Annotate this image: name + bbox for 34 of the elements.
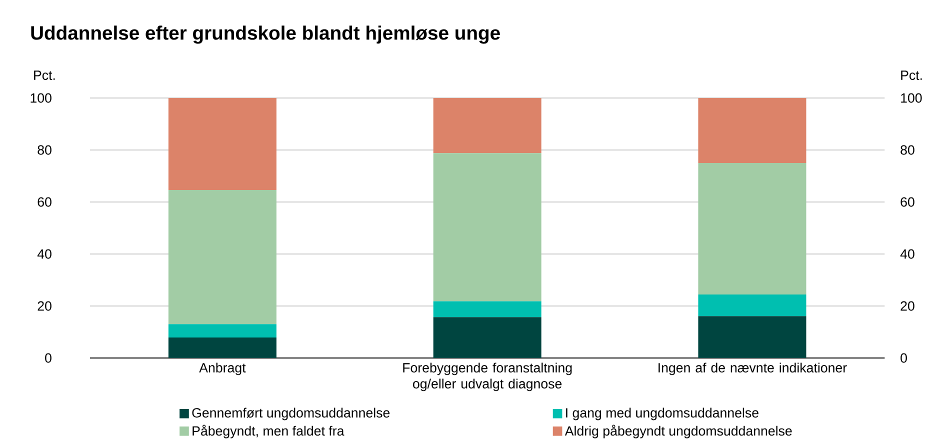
y-tick-label: 40 <box>37 249 52 259</box>
bar <box>698 316 806 358</box>
bar <box>698 162 806 295</box>
y-tick-label: 20 <box>38 301 52 311</box>
legend-label: Gennemført ungdomsuddannelse <box>192 408 390 420</box>
bar <box>168 98 276 190</box>
y-tick-label: 100 <box>30 93 52 103</box>
y-tick-label: 60 <box>38 197 52 207</box>
chart-title: Uddannelse efter grundskole blandt hjemløse unge <box>31 26 500 44</box>
bar <box>168 324 276 338</box>
bar <box>433 301 542 318</box>
bar <box>698 294 806 316</box>
y2-tick-label: 0 <box>900 353 907 363</box>
x-tick-label: Ingen af de nævnte indikationer <box>658 362 847 376</box>
bar <box>168 190 276 324</box>
y2-tick-label: 20 <box>900 301 914 311</box>
y2-axis-title: Pct. <box>901 70 922 80</box>
bar <box>168 337 276 358</box>
y2-tick-label: 60 <box>900 197 914 207</box>
bar <box>433 98 542 154</box>
y2-tick-label: 40 <box>900 249 914 259</box>
bar <box>433 317 542 358</box>
y2-tick-label: 100 <box>901 93 922 103</box>
x-tick-label: Anbragt <box>199 362 246 376</box>
y-tick-label: 0 <box>45 353 52 363</box>
legend-label: Aldrig påbegyndt ungdomsuddannelse <box>564 424 792 438</box>
legend-label: I gang med ungdomsuddannelse <box>566 408 758 420</box>
bar <box>433 153 542 302</box>
bar <box>698 98 806 163</box>
x-tick-label: Forebyggende foranstaltning og/eller udvalgt diagnose <box>403 362 572 392</box>
legend-label: Påbegyndt, men faldet fra <box>192 424 344 438</box>
y2-tick-label: 80 <box>900 145 914 155</box>
y-axis-title: Pct. <box>34 70 55 80</box>
y-tick-label: 80 <box>38 145 52 155</box>
